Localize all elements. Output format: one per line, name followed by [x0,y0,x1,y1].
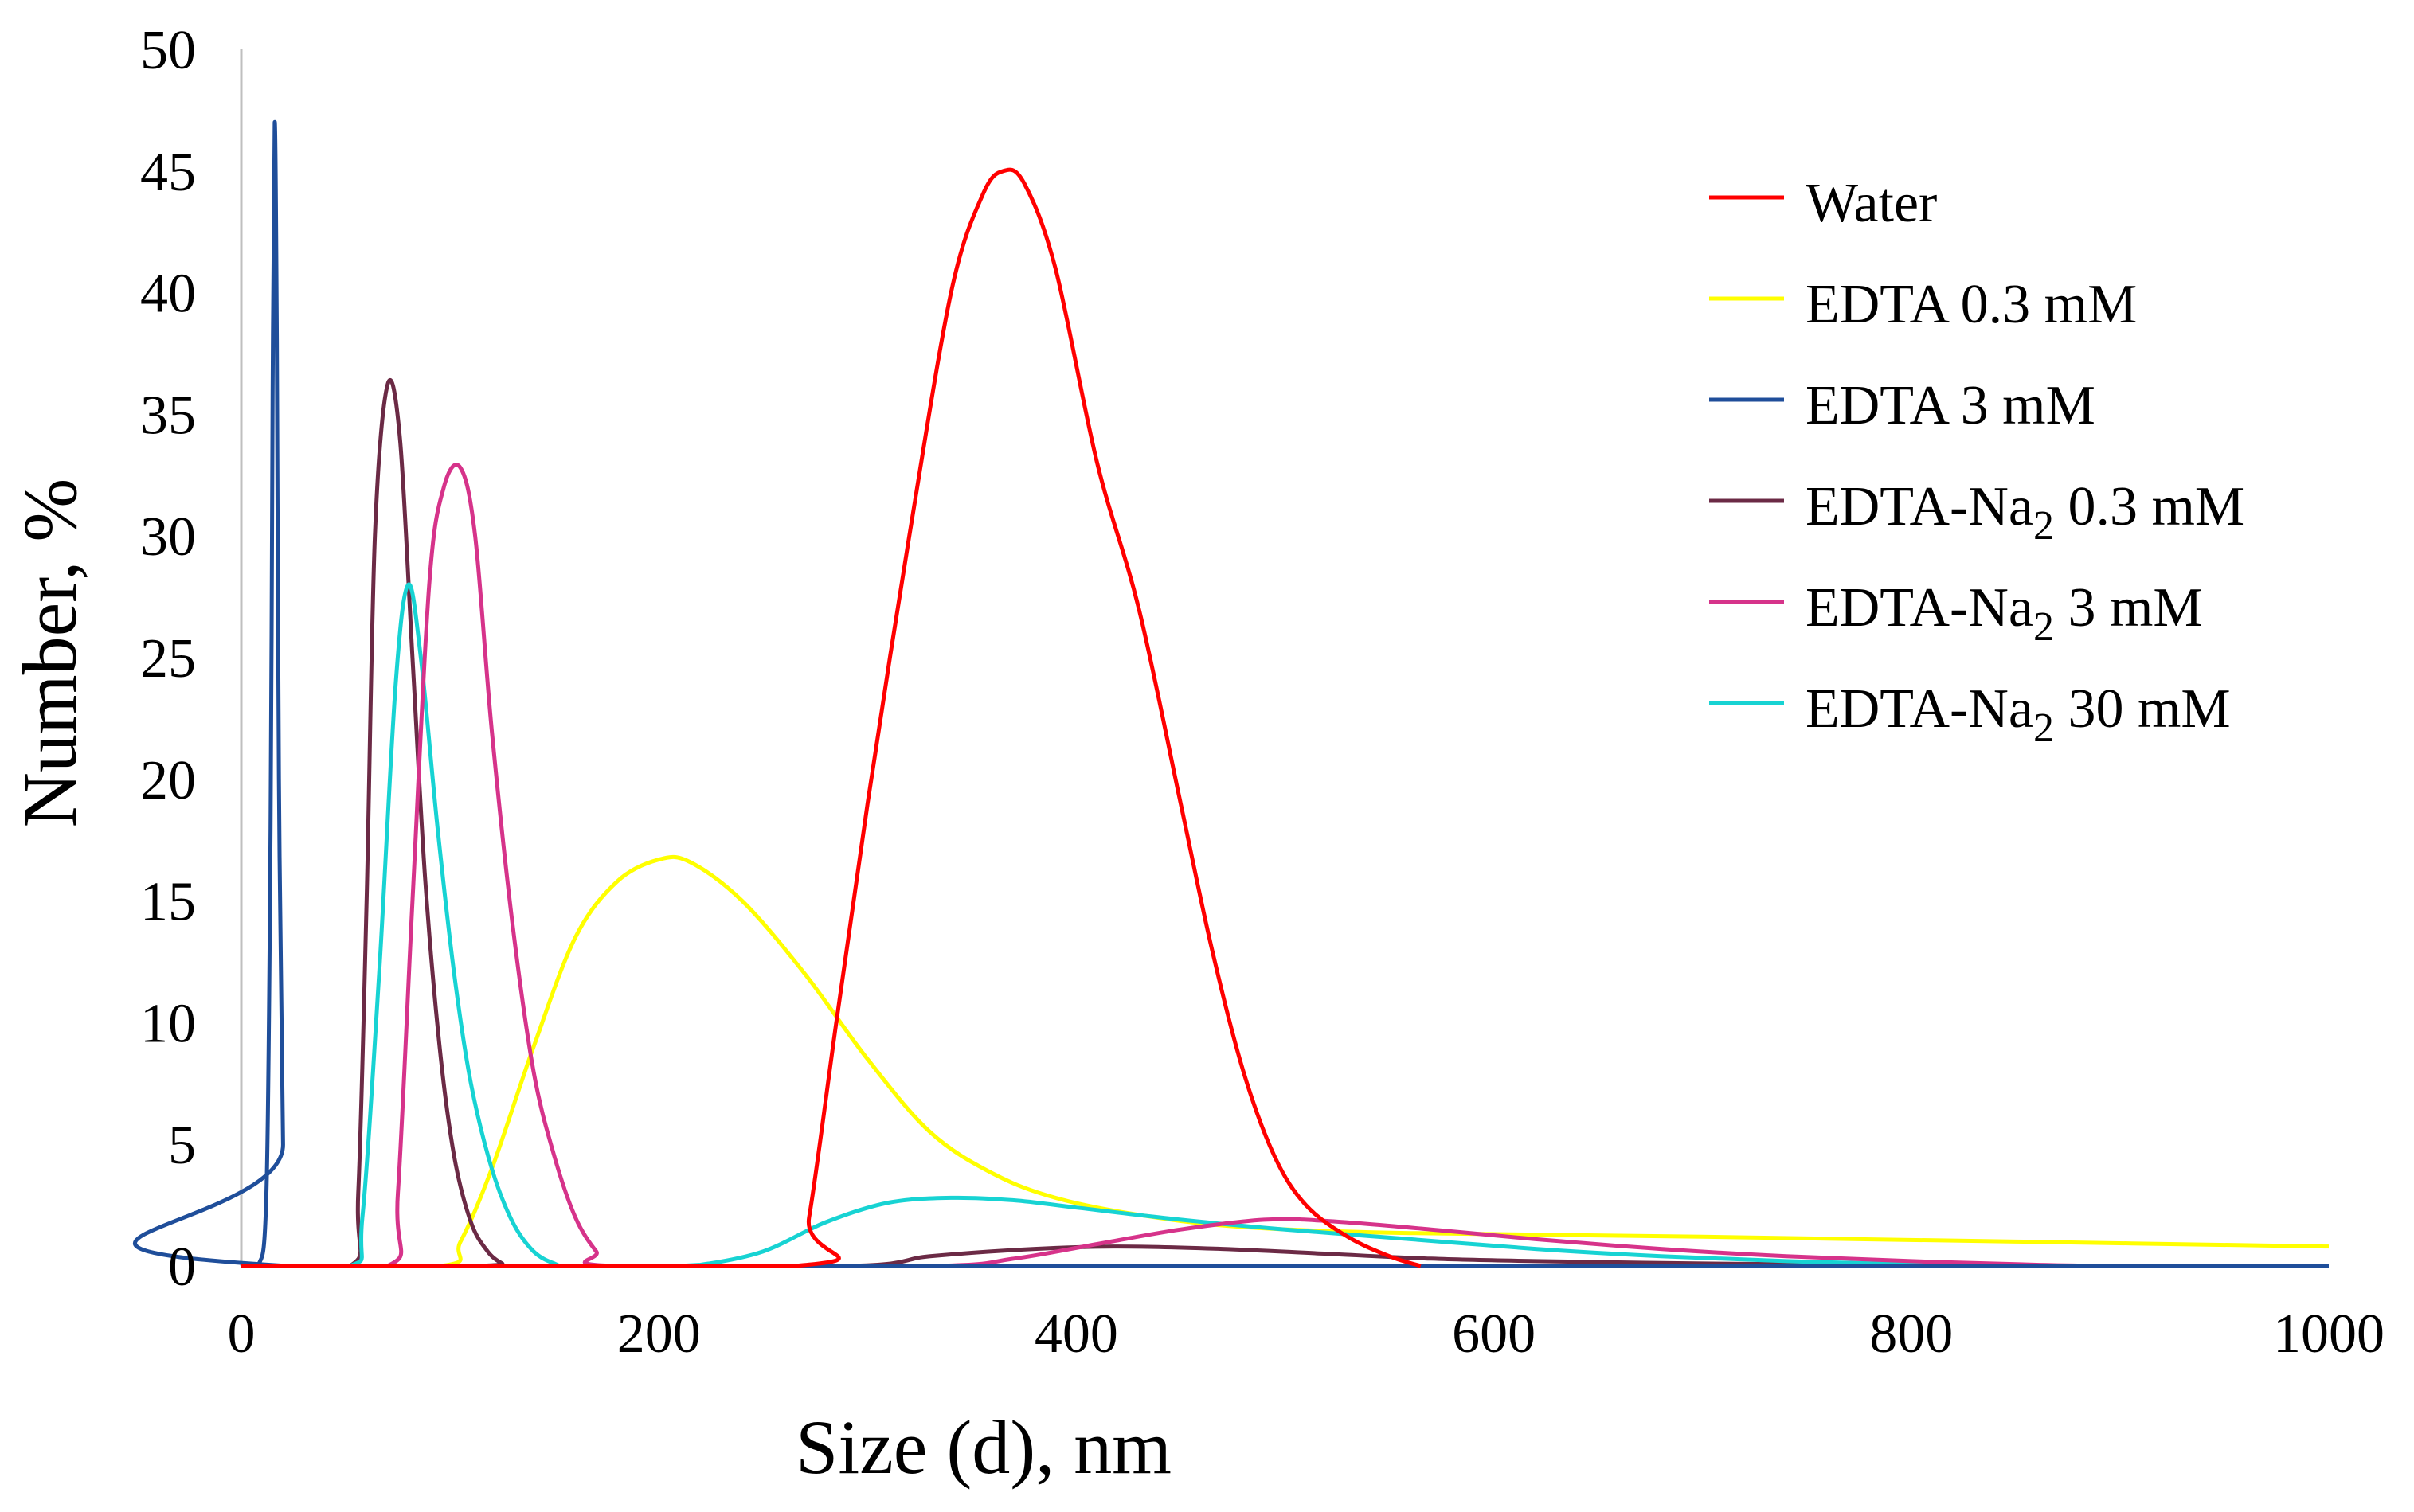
y-tick-label: 25 [140,628,196,690]
series-line-edta-0-3-mm [241,854,2330,1268]
x-tick-label: 1000 [2273,1303,2385,1365]
y-tick-label: 50 [140,20,196,81]
x-tick-label: 600 [1452,1303,1536,1365]
x-tick-label: 0 [228,1303,256,1365]
y-tick-label: 35 [140,385,196,446]
series-group [133,119,2330,1268]
legend-label: EDTA-Na2 30 mM [1806,678,2231,751]
x-tick-label: 400 [1035,1303,1118,1365]
legend-label: EDTA-Na2 0.3 mM [1806,476,2244,549]
legend-label: EDTA 0.3 mM [1806,274,2137,335]
legend-label: Water [1806,173,1937,234]
y-axis-title: Number, % [7,479,92,828]
y-tick-label: 10 [140,993,196,1054]
y-tick-label: 45 [140,142,196,203]
x-axis-title: Size (d), nm [796,1405,1172,1490]
tick-labels: 0 200 400 600 800 1000 0 5 10 15 20 25 30 35 40 45 50 [140,20,2385,1365]
series-line-edta-na2-0-3-mm [241,378,2329,1268]
x-tick-label: 800 [1869,1303,1953,1365]
y-tick-label: 15 [140,872,196,933]
y-tick-label: 5 [168,1115,196,1176]
y-tick-label: 0 [168,1237,196,1298]
legend: Water EDTA 0.3 mM EDTA 3 mM EDTA-Na2 0.3 mM… [1709,173,2244,751]
y-tick-label: 20 [140,750,196,811]
y-tick-label: 30 [140,506,196,568]
legend-label: EDTA-Na2 3 mM [1806,577,2203,650]
legend-label: EDTA 3 mM [1806,375,2095,436]
axes [240,49,2329,1268]
x-tick-label: 200 [617,1303,701,1365]
y-tick-label: 40 [140,264,196,325]
series-line-water [241,167,1422,1268]
